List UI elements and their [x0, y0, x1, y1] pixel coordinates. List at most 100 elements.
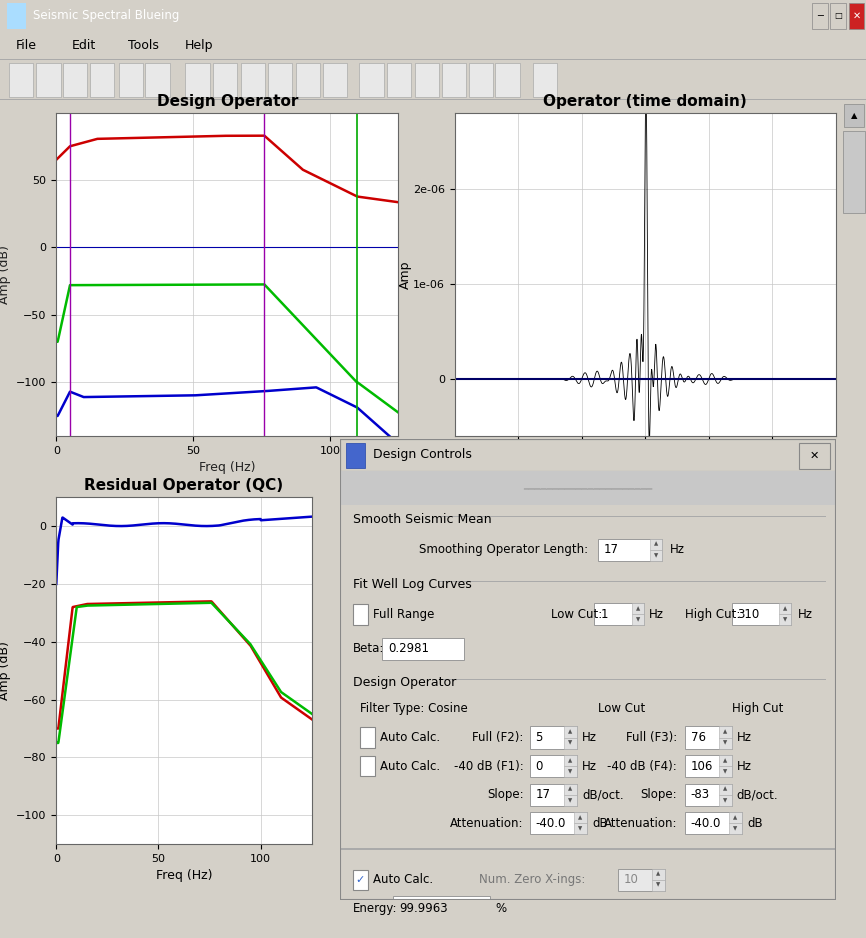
Text: ▲: ▲ [568, 758, 572, 764]
Text: Hz: Hz [582, 731, 597, 744]
Text: dB: dB [747, 817, 763, 830]
Text: ▲: ▲ [656, 871, 661, 877]
Bar [352, 604, 367, 625]
Text: Full (F2):: Full (F2): [472, 731, 524, 744]
Bar [650, 550, 662, 561]
Text: 10: 10 [624, 873, 638, 886]
Text: ▼: ▼ [568, 798, 572, 803]
Bar [296, 63, 320, 98]
Bar [685, 812, 741, 835]
X-axis label: Freq (Hz): Freq (Hz) [199, 461, 255, 475]
Bar [0, 59, 866, 60]
Bar [268, 63, 292, 98]
Bar [36, 63, 61, 98]
Text: Beta:: Beta: [352, 643, 385, 656]
Y-axis label: Amp: Amp [398, 260, 411, 289]
Text: ▼: ▼ [723, 798, 727, 803]
Bar [844, 104, 863, 127]
Bar [213, 63, 237, 98]
Bar [387, 63, 411, 98]
Bar [685, 727, 732, 749]
Text: ▲: ▲ [578, 815, 583, 821]
Bar [685, 784, 732, 806]
Text: ▲: ▲ [783, 606, 787, 612]
Bar [415, 63, 439, 98]
Bar [530, 727, 577, 749]
Text: Full Range: Full Range [372, 608, 434, 621]
Bar [119, 63, 143, 98]
Text: dB/oct.: dB/oct. [582, 788, 624, 801]
Bar [631, 614, 644, 626]
Text: Seismic Spectral Blueing: Seismic Spectral Blueing [33, 9, 179, 23]
Text: Full (F3):: Full (F3): [626, 731, 677, 744]
Bar [469, 63, 493, 98]
Text: Edit: Edit [72, 38, 96, 52]
Text: File: File [16, 38, 36, 52]
Text: Help: Help [184, 38, 213, 52]
Text: Tools: Tools [128, 38, 159, 52]
Text: Hz: Hz [649, 608, 664, 621]
X-axis label: Freq (Hz): Freq (Hz) [156, 870, 212, 883]
Bar [90, 63, 114, 98]
Text: Low Cut: Low Cut [598, 703, 645, 716]
Bar [565, 766, 577, 778]
Bar [843, 130, 865, 214]
Bar [565, 794, 577, 806]
Text: 5: 5 [535, 731, 543, 744]
Y-axis label: Amp (dB): Amp (dB) [0, 245, 10, 304]
Text: ━━━━━━━━━━━━━━━━━━━━━━: ━━━━━━━━━━━━━━━━━━━━━━ [523, 483, 653, 492]
Bar [442, 63, 466, 98]
Text: 310: 310 [738, 608, 759, 621]
Text: High Cut: High Cut [732, 703, 783, 716]
Text: ✓: ✓ [355, 875, 365, 885]
Text: -40 dB (F1):: -40 dB (F1): [454, 760, 524, 773]
Text: Slope:: Slope: [641, 788, 677, 801]
Text: 0.2981: 0.2981 [388, 643, 430, 656]
Bar [720, 755, 732, 766]
Text: Auto Calc.: Auto Calc. [380, 731, 440, 744]
Bar [241, 63, 265, 98]
Bar [720, 727, 732, 737]
Text: Smooth Seismic Mean: Smooth Seismic Mean [352, 513, 491, 526]
Text: Design Controls: Design Controls [372, 448, 471, 461]
Bar [779, 603, 792, 614]
Bar [323, 63, 347, 98]
Bar [360, 756, 375, 777]
Bar [565, 737, 577, 749]
Bar [729, 824, 741, 835]
X-axis label: Time (ms): Time (ms) [614, 461, 676, 475]
Text: Slope:: Slope: [487, 788, 524, 801]
Text: □: □ [834, 11, 843, 21]
Bar [63, 63, 87, 98]
Bar [779, 614, 792, 626]
Text: Hz: Hz [737, 760, 752, 773]
Bar [439, 581, 826, 582]
Text: dB: dB [592, 817, 608, 830]
Bar [145, 63, 170, 98]
Bar [812, 3, 828, 29]
Text: %: % [494, 901, 506, 915]
Text: ▼: ▼ [654, 552, 658, 558]
Text: 17: 17 [604, 543, 619, 556]
Text: 99.9963: 99.9963 [398, 901, 448, 915]
Bar [650, 538, 662, 550]
Bar [574, 824, 586, 835]
Text: ✕: ✕ [810, 450, 819, 461]
Text: 0: 0 [535, 760, 543, 773]
Bar [439, 678, 826, 680]
Bar [799, 443, 830, 468]
Bar [631, 603, 644, 614]
Bar [720, 766, 732, 778]
Text: ▼: ▼ [578, 826, 583, 831]
Text: ▲: ▲ [568, 787, 572, 792]
Text: Hz: Hz [582, 760, 597, 773]
Bar [565, 727, 577, 737]
Text: ▲: ▲ [723, 758, 727, 764]
Text: Hz: Hz [669, 543, 685, 556]
Bar [849, 3, 864, 29]
Bar [0, 98, 866, 100]
Text: ▼: ▼ [568, 741, 572, 746]
Text: Attenuation:: Attenuation: [450, 817, 524, 830]
Bar [720, 737, 732, 749]
Text: ─: ─ [818, 11, 823, 21]
